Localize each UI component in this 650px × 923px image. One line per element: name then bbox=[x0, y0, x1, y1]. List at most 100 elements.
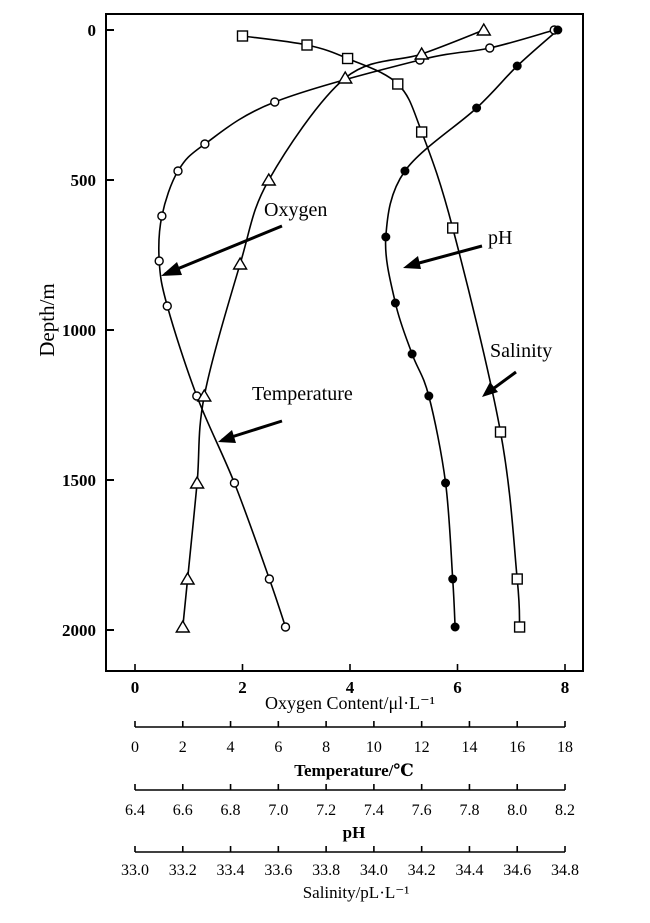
ph-tick-label: 7.8 bbox=[459, 802, 479, 819]
salinity-tick-label: 33.6 bbox=[264, 862, 292, 879]
temperature-point bbox=[196, 388, 213, 402]
oxygen-tick-label: 4 bbox=[346, 678, 355, 697]
salinity-curve bbox=[242, 35, 521, 628]
temperature-point bbox=[337, 70, 353, 84]
temperature-tick-label: 2 bbox=[179, 739, 187, 756]
temperature-tick-label: 6 bbox=[274, 739, 282, 756]
y-tick-label: 1500 bbox=[62, 471, 96, 490]
ph-point bbox=[553, 25, 563, 35]
temperature-curve bbox=[182, 29, 485, 628]
ph-point bbox=[472, 103, 482, 113]
salinity-point bbox=[301, 39, 313, 51]
salinity-point bbox=[511, 573, 523, 585]
oxygen-curve bbox=[157, 29, 555, 628]
salinity-tick-label: 34.8 bbox=[551, 862, 579, 879]
temperature-tick-label: 18 bbox=[557, 739, 573, 756]
ph-axis: 6.4 6.6 6.8 7.0 7.2 7.4 7.6 7.8 8.0 8.2 bbox=[125, 784, 575, 819]
annotation-oxygen-arrow bbox=[164, 224, 283, 276]
salinity-tick-label: 34.6 bbox=[503, 862, 531, 879]
annotations: Oxygen pH Salinity Temperature bbox=[161, 199, 552, 443]
annotation-ph-label: pH bbox=[488, 227, 512, 249]
salinity-tick-label: 34.2 bbox=[408, 862, 436, 879]
temperature-tick-label: 4 bbox=[227, 739, 235, 756]
ph-curve bbox=[384, 29, 559, 628]
salinity-point bbox=[494, 426, 507, 438]
y-tick-label: 0 bbox=[88, 21, 97, 40]
annotation-ph-arrow bbox=[407, 244, 483, 268]
salinity-tick-label: 33.0 bbox=[121, 862, 149, 879]
ph-point bbox=[441, 478, 451, 488]
annotation-temperature-arrowhead bbox=[218, 430, 236, 443]
temperature-tick-label: 8 bbox=[322, 739, 330, 756]
temperature-point bbox=[413, 46, 430, 60]
curves bbox=[157, 29, 559, 628]
oxygen-point bbox=[162, 301, 172, 311]
temperature-point bbox=[175, 619, 191, 633]
ph-tick-label: 7.0 bbox=[268, 802, 288, 819]
oxygen-point bbox=[264, 574, 275, 584]
oxygen-tick-label: 8 bbox=[561, 678, 570, 697]
salinity-point bbox=[392, 78, 404, 90]
oxygen-tick-label: 6 bbox=[453, 678, 462, 697]
ph-tick-label: 6.6 bbox=[173, 802, 193, 819]
ph-tick-label: 6.4 bbox=[125, 802, 145, 819]
y-tick-label: 2000 bbox=[62, 621, 96, 640]
salinity-point bbox=[415, 126, 428, 138]
annotation-salinity-label: Salinity bbox=[490, 340, 552, 362]
temperature-tick-label: 16 bbox=[509, 739, 525, 756]
temperature-tick-label: 0 bbox=[131, 739, 139, 756]
plot-frame bbox=[105, 13, 584, 672]
temperature-point bbox=[261, 172, 277, 186]
salinity-point bbox=[513, 621, 526, 633]
oxygen-point bbox=[280, 622, 291, 632]
ph-tick-label: 6.8 bbox=[221, 802, 241, 819]
salinity-tick-label: 33.8 bbox=[312, 862, 340, 879]
temperature-point bbox=[232, 256, 248, 270]
y-axis-label: Depth/m bbox=[35, 283, 59, 357]
ph-point bbox=[400, 166, 410, 176]
y-tick-label: 1000 bbox=[62, 321, 96, 340]
y-axis: 0 500 1000 1500 2000 bbox=[62, 21, 114, 640]
temperature-tick-label: 14 bbox=[461, 739, 477, 756]
salinity-point bbox=[447, 222, 459, 234]
salinity-point bbox=[341, 52, 354, 65]
temperature-point bbox=[476, 22, 492, 36]
temperature-point bbox=[179, 571, 196, 585]
ph-point bbox=[450, 622, 460, 632]
temperature-tick-label: 12 bbox=[414, 739, 430, 756]
oxygen-tick-label: 2 bbox=[238, 678, 247, 697]
salinity-axis-label: Salinity/pL·L⁻¹ bbox=[303, 883, 410, 902]
temperature-point bbox=[189, 475, 205, 489]
ph-point bbox=[512, 61, 522, 71]
markers bbox=[154, 22, 563, 633]
salinity-tick-label: 33.4 bbox=[217, 862, 245, 879]
oxygen-point bbox=[270, 97, 280, 107]
annotation-salinity-arrowhead bbox=[482, 382, 498, 397]
ph-tick-label: 8.2 bbox=[555, 802, 575, 819]
ph-point bbox=[424, 391, 434, 401]
oxygen-point bbox=[154, 256, 164, 266]
ph-axis-label: pH bbox=[343, 823, 366, 842]
oxygen-axis-label: Oxygen Content/μl·L⁻¹ bbox=[265, 693, 435, 713]
oxygen-axis: 0 2 4 6 8 bbox=[131, 664, 570, 697]
y-tick-label: 500 bbox=[71, 171, 97, 190]
annotation-temperature-label: Temperature bbox=[252, 383, 353, 405]
annotation-oxygen-label: Oxygen bbox=[264, 199, 327, 221]
salinity-tick-label: 34.4 bbox=[455, 862, 483, 879]
ph-point bbox=[407, 349, 417, 359]
ph-tick-label: 7.2 bbox=[316, 802, 336, 819]
ph-tick-label: 7.6 bbox=[412, 802, 432, 819]
oxygen-point bbox=[200, 139, 210, 149]
annotation-oxygen-arrowhead bbox=[161, 262, 182, 276]
ph-point bbox=[448, 574, 458, 584]
temperature-tick-label: 10 bbox=[366, 739, 382, 756]
salinity-point bbox=[236, 30, 249, 42]
salinity-axis: 33.0 33.2 33.4 33.6 33.8 34.0 34.2 34.4 34.6 34.8 bbox=[121, 846, 579, 879]
ph-point bbox=[381, 232, 391, 242]
ph-point bbox=[390, 298, 400, 308]
oxygen-point bbox=[229, 478, 240, 488]
oxygen-point bbox=[485, 43, 495, 53]
salinity-tick-label: 34.0 bbox=[360, 862, 388, 879]
salinity-tick-label: 33.2 bbox=[169, 862, 197, 879]
